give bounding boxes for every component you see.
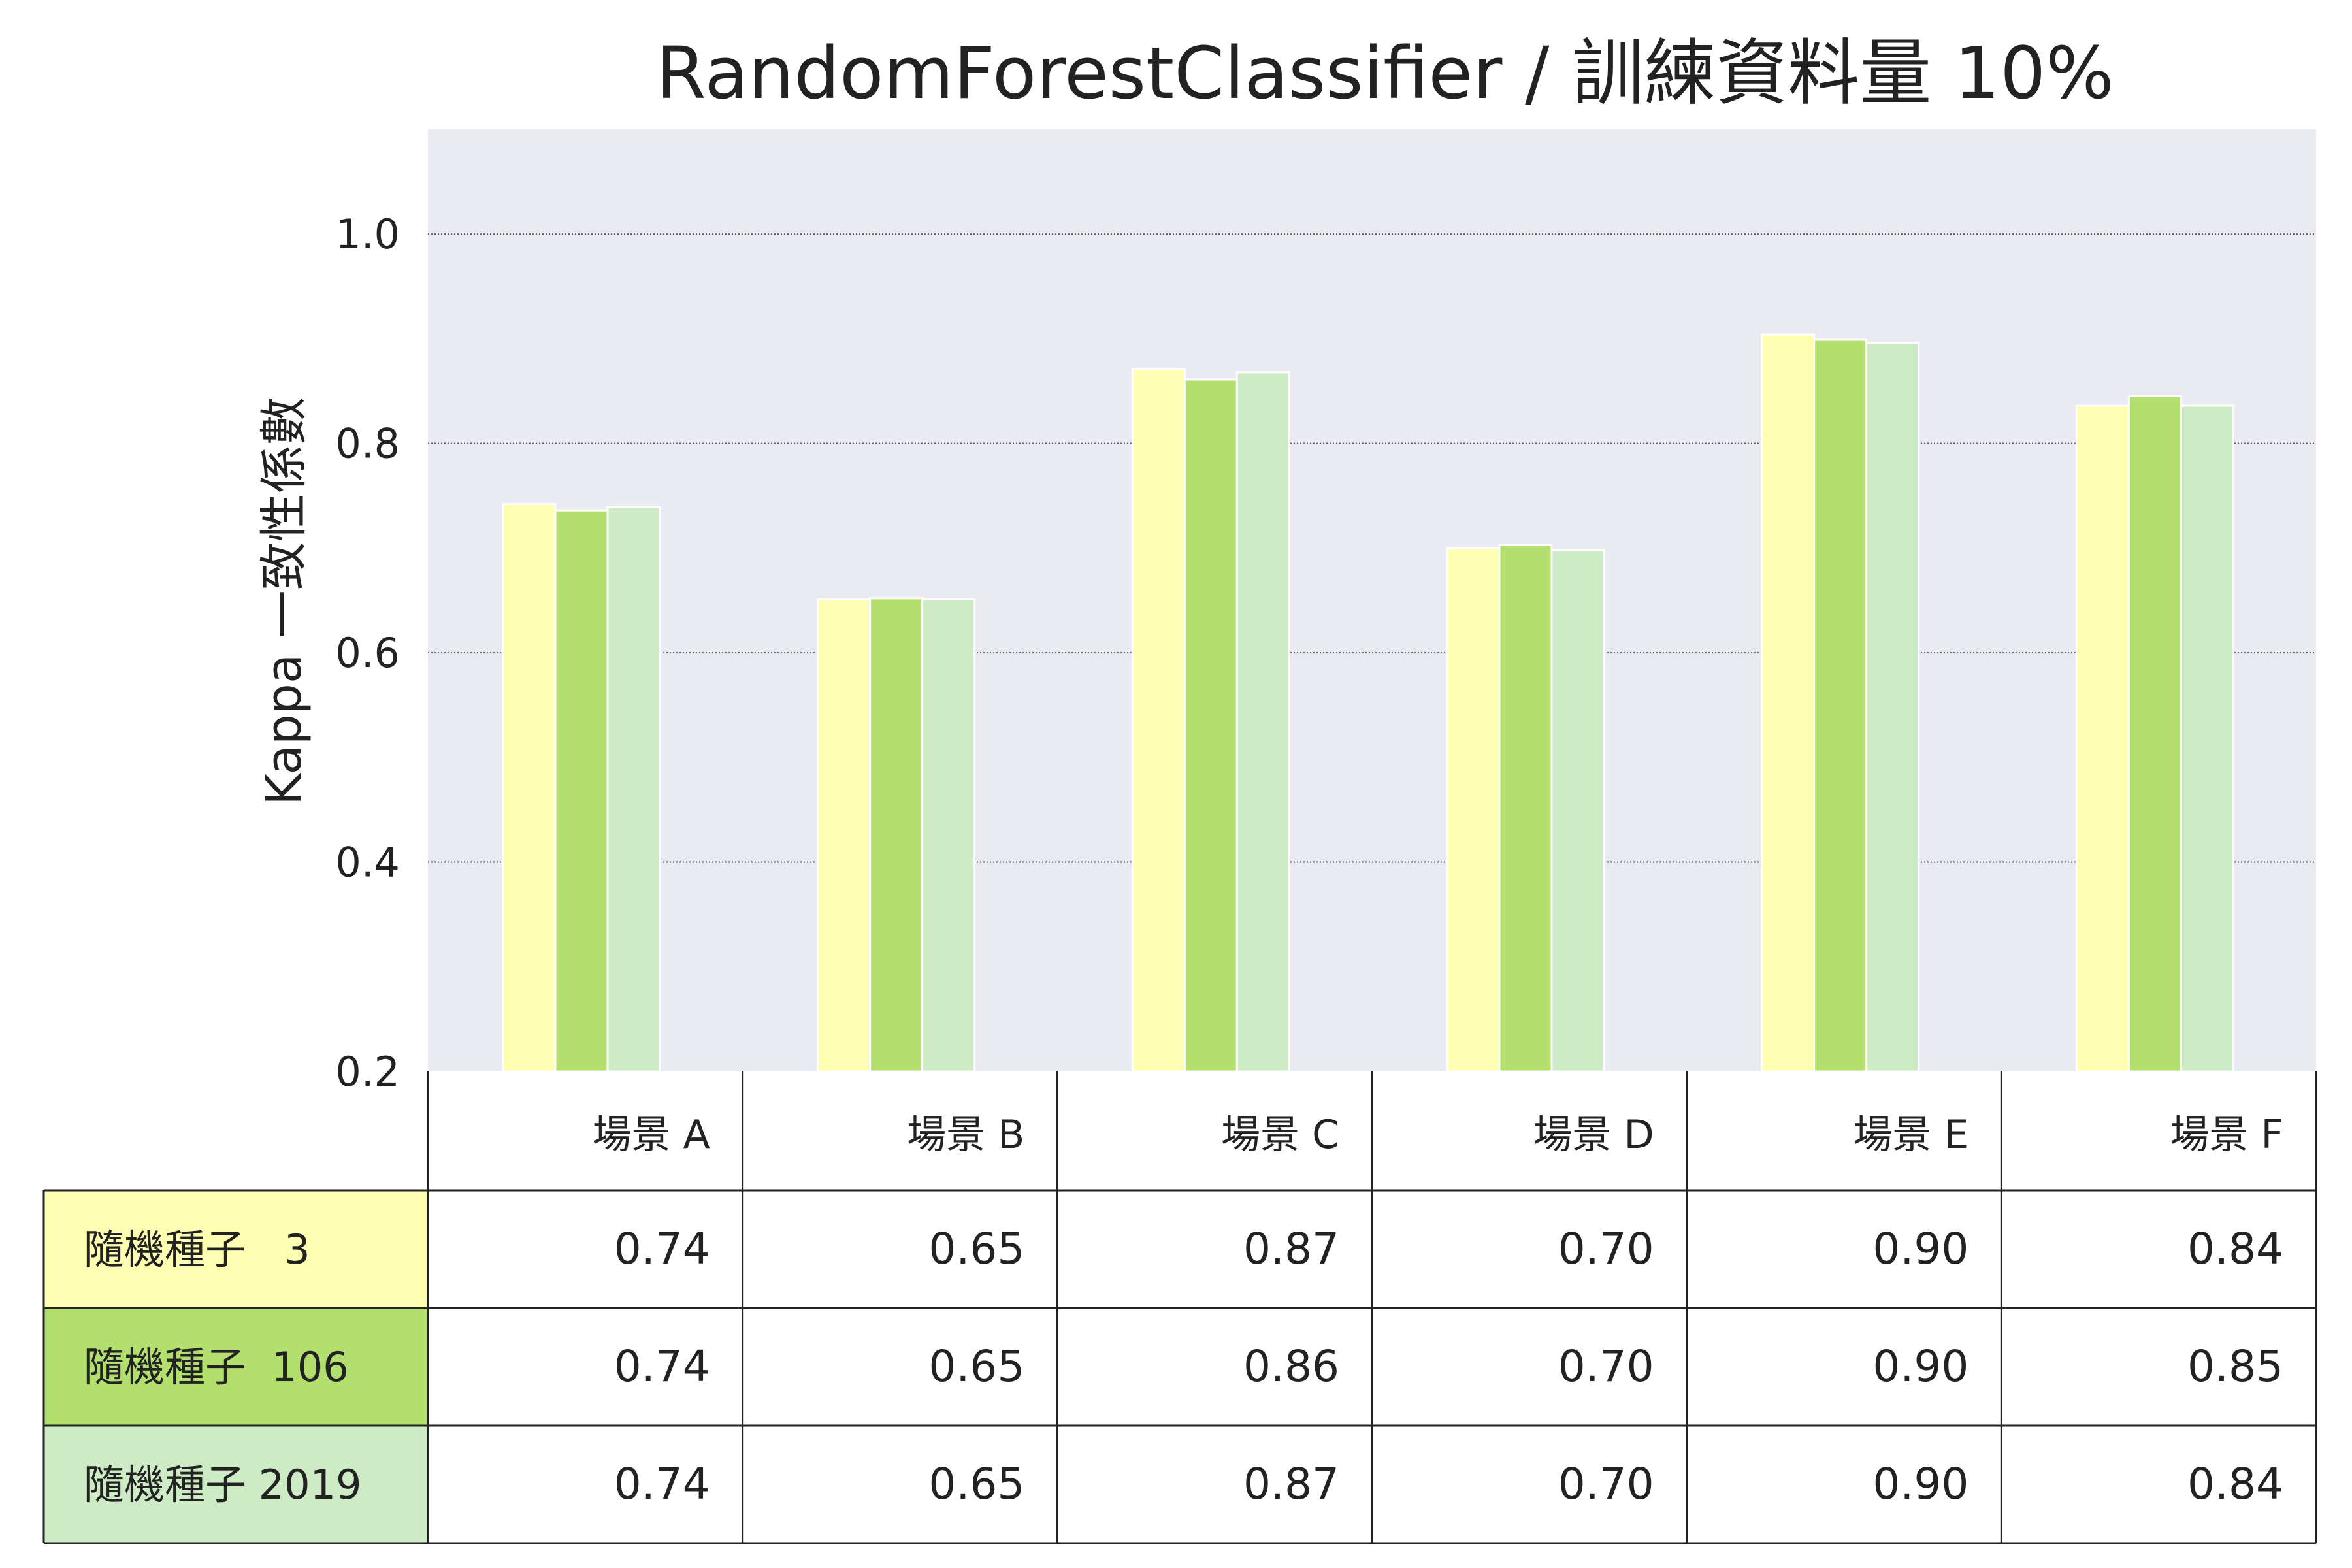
- y-tick-label: 0.8: [335, 420, 400, 468]
- bar: [1183, 378, 1238, 1073]
- y-tick-label: 0.2: [335, 1048, 400, 1096]
- bar: [1446, 547, 1501, 1073]
- chart-title: RandomForestClassifier / 訓練資料量 10%: [656, 31, 2114, 115]
- bar: [502, 503, 557, 1073]
- data-label: 0.74: [614, 1224, 710, 1274]
- data-label: 0.85: [2187, 1341, 2283, 1392]
- bar: [2075, 404, 2130, 1073]
- legend-swatch: [44, 1426, 428, 1543]
- bar: [1761, 333, 1816, 1073]
- data-label: 0.84: [2187, 1459, 2283, 1509]
- data-label: 0.65: [928, 1459, 1024, 1509]
- data-label: 0.74: [614, 1341, 710, 1392]
- bar: [606, 506, 661, 1073]
- data-label: 0.70: [1558, 1459, 1654, 1509]
- legend-swatch: [44, 1308, 428, 1426]
- data-label: 0.90: [1872, 1341, 1968, 1392]
- category-label: 場景 C: [1221, 1112, 1339, 1158]
- data-label: 0.90: [1872, 1224, 1968, 1274]
- plot-background: [428, 129, 2316, 1071]
- y-tick-label: 1.0: [335, 210, 400, 258]
- category-label: 場景 E: [1853, 1112, 1968, 1158]
- bar: [1813, 338, 1868, 1073]
- data-label: 0.86: [1243, 1341, 1339, 1392]
- data-label: 0.65: [928, 1224, 1024, 1274]
- y-axis-label: Kappa 一致性係數: [256, 397, 312, 805]
- category-label: 場景 B: [907, 1112, 1024, 1158]
- data-label: 0.87: [1243, 1459, 1339, 1509]
- bar: [1498, 544, 1553, 1073]
- data-label: 0.87: [1243, 1224, 1339, 1274]
- data-label: 0.90: [1872, 1459, 1968, 1509]
- bar: [921, 598, 976, 1073]
- bar: [554, 509, 609, 1073]
- category-label: 場景 D: [1533, 1112, 1654, 1158]
- legend-label: 隨機種子 2019: [84, 1461, 362, 1509]
- bar: [1131, 368, 1186, 1073]
- bar: [1550, 549, 1605, 1073]
- data-label: 0.65: [928, 1341, 1024, 1392]
- legend-swatch: [44, 1190, 428, 1308]
- bar: [817, 598, 872, 1073]
- y-tick-label: 0.6: [335, 629, 400, 677]
- bar: [1235, 371, 1290, 1073]
- bar: [2180, 404, 2234, 1073]
- category-label: 場景 A: [593, 1112, 710, 1158]
- y-tick-label: 0.4: [335, 839, 400, 887]
- data-label: 0.70: [1558, 1224, 1654, 1274]
- bar: [1865, 342, 1920, 1073]
- y-axis: 0.2 0.4 0.6 0.8 1.0: [335, 210, 400, 1096]
- legend-label: 隨機種子 3: [84, 1226, 310, 1273]
- data-label: 0.84: [2187, 1224, 2283, 1274]
- data-label: 0.74: [614, 1459, 710, 1509]
- data-label: 0.70: [1558, 1341, 1654, 1392]
- bar: [2127, 395, 2182, 1073]
- bar: [869, 597, 924, 1073]
- data-table: 場景 A 場景 B 場景 C 場景 D 場景 E 場景 F 隨機種子 3 0.74 0.65 0.…: [42, 1071, 2317, 1544]
- bars: [502, 333, 2234, 1073]
- category-label: 場景 F: [2170, 1112, 2283, 1158]
- grid: [428, 233, 2316, 863]
- legend-label: 隨機種子 106: [84, 1343, 349, 1391]
